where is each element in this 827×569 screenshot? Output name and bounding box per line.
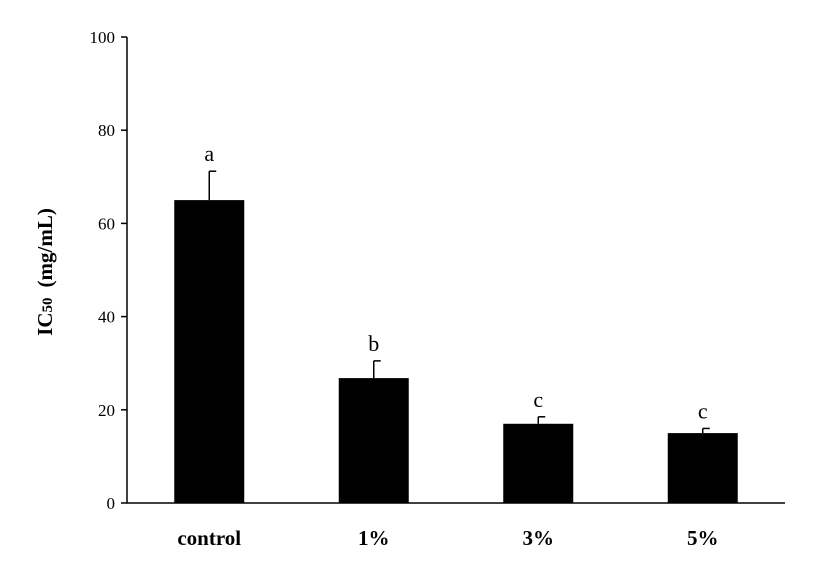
y-axis-title-units: (mg/mL): [33, 208, 57, 287]
svg-text:IC50(mg/mL): IC50 (mg/mL): [33, 208, 57, 336]
x-tick-label: 3%: [523, 526, 555, 550]
bar: [174, 200, 245, 503]
y-axis-title: IC50 (mg/mL): [33, 208, 57, 336]
y-tick-label: 60: [98, 214, 115, 233]
x-tick-labels: control 1% 3% 5%: [177, 526, 718, 550]
y-axis-title-prefix: IC: [33, 312, 57, 335]
significance-label: c: [698, 398, 708, 423]
bar: [503, 423, 574, 503]
significance-labels: a b c c: [204, 141, 708, 423]
significance-label: c: [533, 387, 543, 412]
y-ticks: 0 20 40 60 80 100: [90, 28, 127, 513]
error-bars: [208, 170, 710, 434]
y-tick-label: 0: [107, 494, 116, 513]
significance-label: b: [368, 331, 379, 356]
y-tick-label: 80: [98, 121, 115, 140]
bar: [338, 378, 409, 503]
x-tick-label: 5%: [687, 526, 719, 550]
y-tick-label: 40: [98, 308, 115, 327]
y-axis-title-subscript: 50: [40, 297, 56, 312]
bar: [667, 433, 738, 503]
bars: [174, 200, 738, 503]
significance-label: a: [204, 141, 214, 166]
x-tick-label: 1%: [358, 526, 390, 550]
x-tick-label: control: [177, 526, 241, 550]
y-tick-label: 100: [90, 28, 116, 47]
y-tick-label: 20: [98, 401, 115, 420]
